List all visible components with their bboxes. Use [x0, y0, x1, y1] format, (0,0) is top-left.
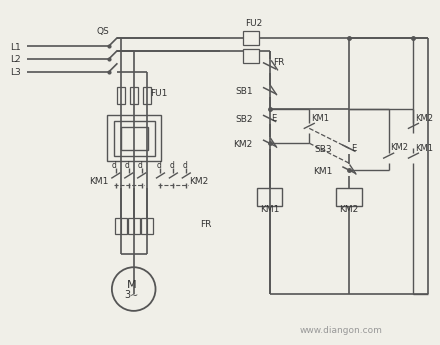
Text: www.diangon.com: www.diangon.com: [299, 326, 382, 335]
Text: FR: FR: [200, 220, 212, 229]
Bar: [121, 127, 147, 150]
Text: KM1: KM1: [313, 167, 332, 176]
Text: d: d: [125, 160, 130, 169]
Text: SB1: SB1: [235, 87, 253, 96]
Text: d: d: [169, 160, 174, 169]
Bar: [114, 121, 154, 156]
Text: KM2: KM2: [189, 177, 209, 186]
Text: KM2: KM2: [415, 114, 433, 123]
Bar: [117, 87, 125, 104]
Text: KM1: KM1: [311, 114, 329, 123]
Text: KM1: KM1: [415, 144, 433, 153]
Text: KM2: KM2: [339, 205, 358, 214]
Text: QS: QS: [97, 27, 110, 36]
Text: L2: L2: [10, 56, 20, 65]
Bar: [130, 87, 138, 104]
Text: SB3: SB3: [315, 145, 332, 154]
Bar: [141, 218, 153, 235]
Text: FR: FR: [274, 58, 285, 67]
Text: M: M: [127, 280, 136, 290]
Text: KM1: KM1: [89, 177, 108, 186]
Bar: [336, 188, 362, 206]
Text: KM2: KM2: [391, 143, 409, 152]
Text: KM2: KM2: [234, 140, 253, 149]
Text: d: d: [182, 160, 187, 169]
Text: L1: L1: [10, 42, 20, 51]
Text: SB2: SB2: [235, 115, 253, 124]
Bar: [107, 116, 161, 161]
Text: E: E: [351, 144, 356, 153]
Text: KM1: KM1: [260, 205, 279, 214]
Text: 3∼: 3∼: [125, 290, 139, 300]
Bar: [243, 49, 259, 63]
Bar: [115, 218, 127, 235]
Text: d: d: [112, 160, 117, 169]
Text: d: d: [157, 160, 161, 169]
Text: d: d: [138, 160, 143, 169]
Text: E: E: [271, 114, 277, 123]
Text: FU2: FU2: [245, 19, 262, 28]
Bar: [257, 188, 282, 206]
Text: FU1: FU1: [150, 89, 168, 98]
Bar: [128, 218, 139, 235]
Bar: [243, 31, 259, 45]
Bar: [143, 87, 150, 104]
Text: L3: L3: [10, 68, 20, 77]
